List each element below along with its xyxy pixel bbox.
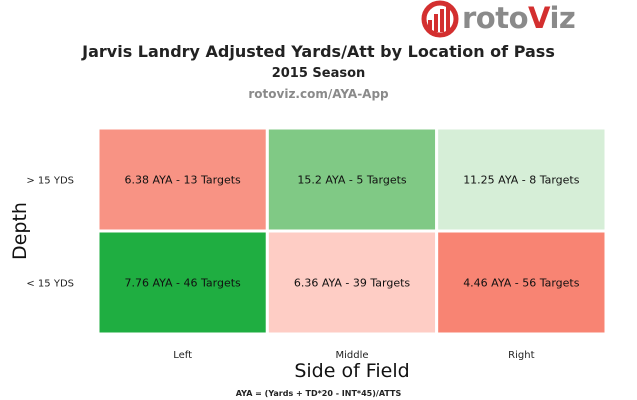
x-axis-title: Side of Field [294,360,409,382]
heatmap-cell-2 [435,126,608,233]
heatmap-cell-label-4: 6.36 AYA - 39 Targets [294,277,411,290]
heatmap-cell-label-3: 7.76 AYA - 46 Targets [125,277,242,290]
chart-source: rotoviz.com/AYA-App [248,87,389,101]
chart-title: Jarvis Landry Adjusted Yards/Att by Loca… [82,42,555,61]
heatmap-cell-label-1: 15.2 AYA - 5 Targets [297,174,407,187]
x-tick-label-1: Middle [335,350,368,361]
logo-bar-4 [446,5,450,32]
y-axis-title: Depth [9,202,31,260]
heatmap-cell-label-2: 11.25 AYA - 8 Targets [463,174,580,187]
logo-text-main: roto [462,1,529,35]
heatmap-cell-0 [96,126,269,233]
heatmap-cell-3 [96,229,269,336]
heatmap-cell-label-5: 4.46 AYA - 56 Targets [463,277,580,290]
y-tick-label-0: > 15 YDS [26,176,74,187]
x-tick-label-2: Right [508,350,534,361]
logo-text-end: iz [549,1,576,35]
x-tick-label-0: Left [173,350,192,361]
logo-wordmark: rotoViz [462,1,576,35]
chart-subtitle: 2015 Season [271,66,366,81]
logo-bar-2 [434,14,438,32]
rotoviz-logo [421,0,459,38]
logo-bar-1 [428,20,432,32]
heatmap-cell-4 [265,229,439,336]
chart-footnote: AYA = (Yards + TD*20 - INT*45)/ATTS [235,389,402,398]
logo-circle [421,0,459,38]
y-tick-label-1: < 15 YDS [26,279,74,290]
heatmap-cell-label-0: 6.38 AYA - 13 Targets [125,174,242,187]
heatmap-cell-5 [435,229,608,336]
logo-text-accent: V [528,1,550,35]
logo-bar-3 [440,9,444,32]
